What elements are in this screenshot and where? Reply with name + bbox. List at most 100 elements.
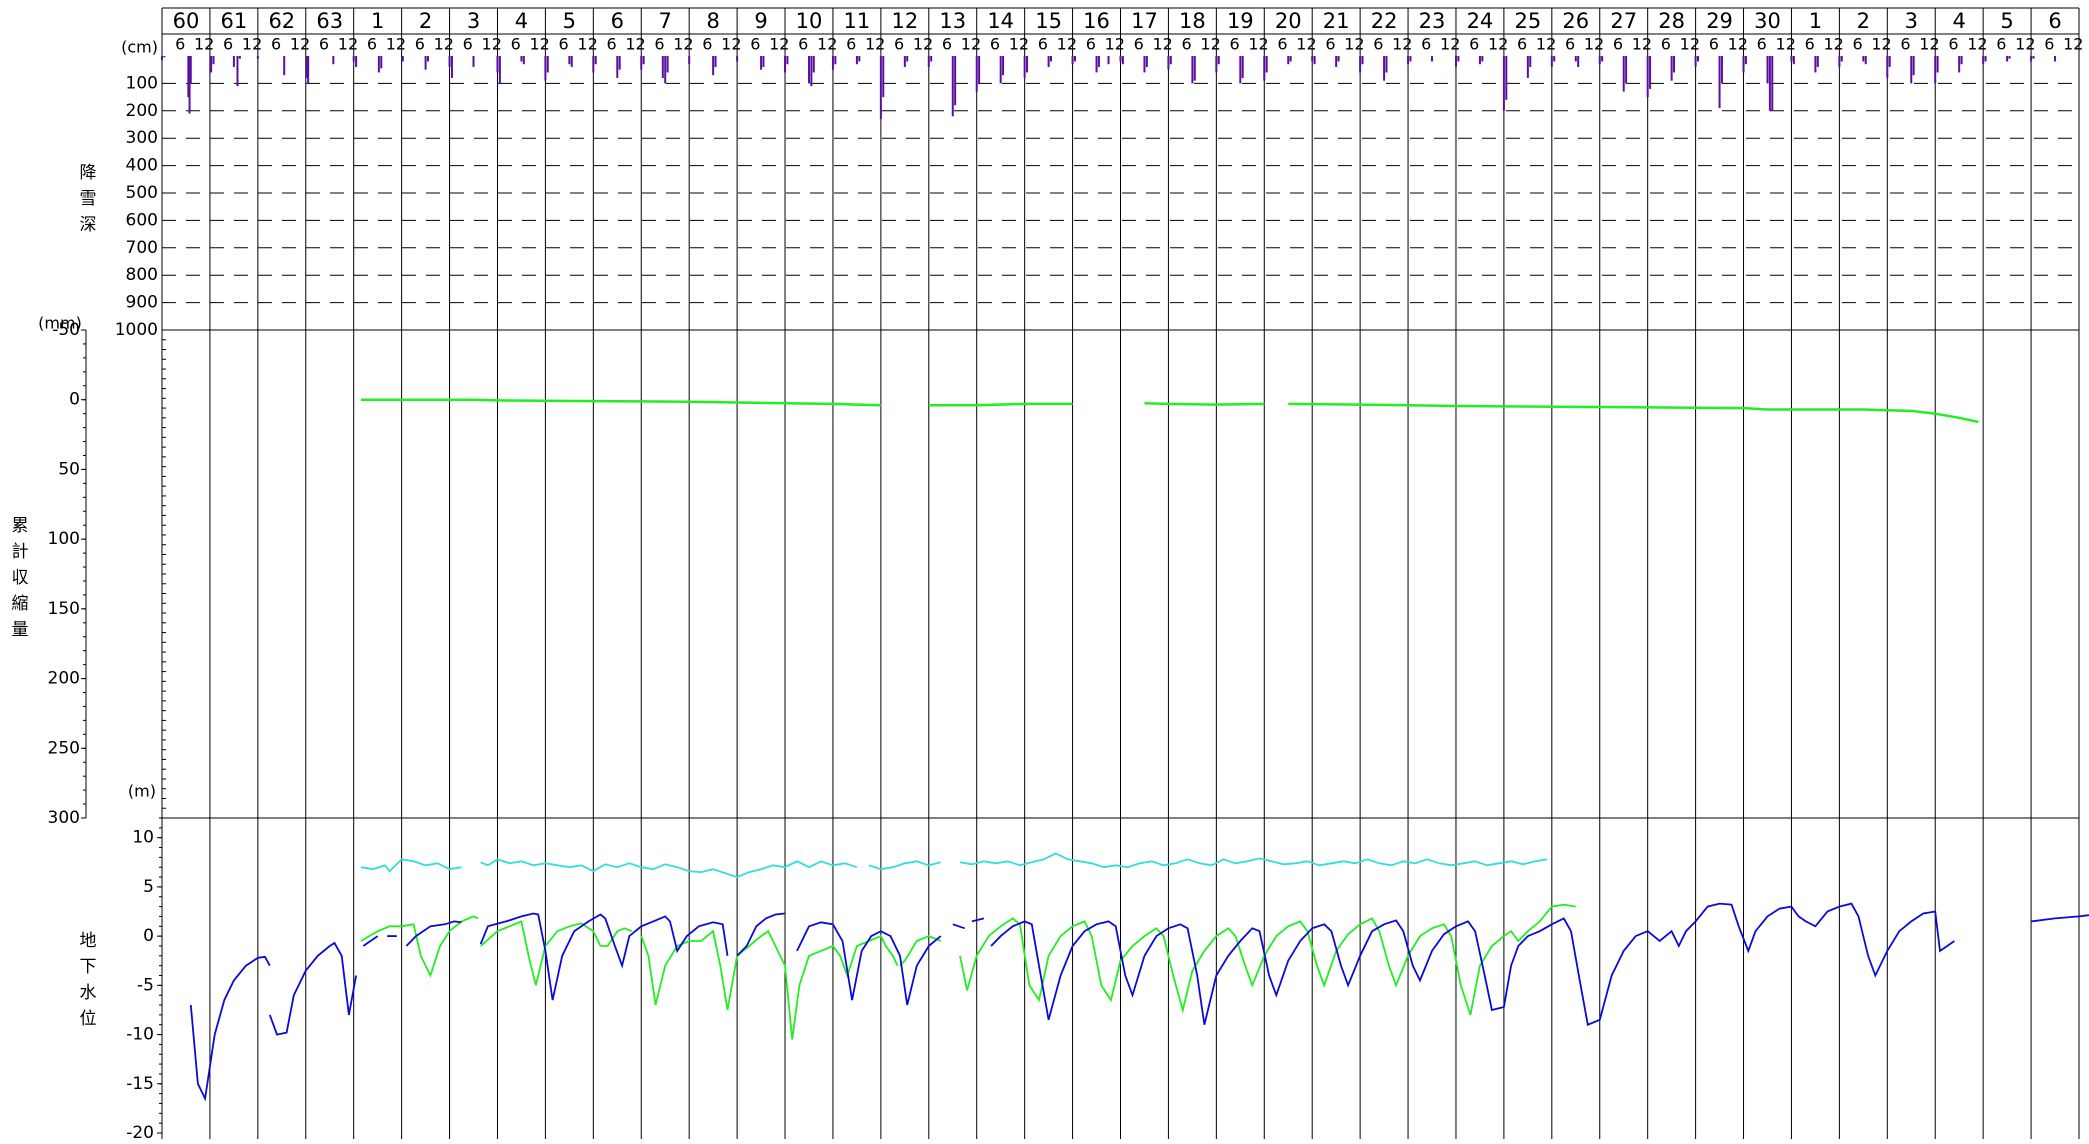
hour-tick-label: 12 bbox=[1488, 35, 1508, 54]
day-header-label: 4 bbox=[515, 9, 528, 33]
hour-tick-label: 12 bbox=[1536, 35, 1556, 54]
hour-tick-label: 6 bbox=[559, 35, 569, 54]
hour-tick-label: 12 bbox=[290, 35, 310, 54]
hour-tick-label: 12 bbox=[625, 35, 645, 54]
hour-tick-label: 12 bbox=[1776, 35, 1796, 54]
groundwater-tick-label: -15 bbox=[126, 1074, 154, 1094]
hour-tick-label: 6 bbox=[1565, 35, 1575, 54]
groundwater-tick-label: -5 bbox=[137, 975, 154, 995]
hour-tick-label: 6 bbox=[511, 35, 521, 54]
shrink-tick-label: -50 bbox=[52, 320, 80, 340]
hour-tick-label: 12 bbox=[1871, 35, 1891, 54]
snow-tick-label: 600 bbox=[126, 210, 158, 230]
hour-tick-label: 12 bbox=[1392, 35, 1412, 54]
hour-tick-label: 6 bbox=[1996, 35, 2006, 54]
day-header-label: 16 bbox=[1083, 9, 1110, 33]
shrink-tick-label: 150 bbox=[48, 599, 80, 619]
groundwater-series-blue bbox=[479, 912, 729, 1001]
day-header-label: 27 bbox=[1610, 9, 1637, 33]
snow-tick-label: 200 bbox=[126, 101, 158, 121]
day-header-label: 21 bbox=[1323, 9, 1350, 33]
hour-tick-label: 12 bbox=[386, 35, 406, 54]
shrink-tick-label: 200 bbox=[48, 669, 80, 689]
day-header-label: 11 bbox=[844, 9, 871, 33]
shrink-right-top-label: 1000 bbox=[115, 320, 158, 340]
hour-tick-label: 6 bbox=[1852, 35, 1862, 54]
snow-tick-label: 400 bbox=[126, 156, 158, 176]
snow-tick-label: 800 bbox=[126, 265, 158, 285]
day-header-label: 29 bbox=[1706, 9, 1733, 33]
hour-tick-label: 12 bbox=[577, 35, 597, 54]
snow-ylabel-char: 雪 bbox=[79, 189, 97, 209]
groundwater-ylabel-char: 下 bbox=[79, 957, 97, 977]
hour-tick-label: 12 bbox=[434, 35, 454, 54]
groundwater-series-cyan bbox=[480, 858, 858, 879]
hour-tick-label: 6 bbox=[1421, 35, 1431, 54]
shrink-tick-label: 100 bbox=[48, 529, 80, 549]
hour-tick-label: 6 bbox=[319, 35, 329, 54]
groundwater-tick-label: -20 bbox=[126, 1123, 154, 1139]
hour-tick-label: 6 bbox=[846, 35, 856, 54]
snow-tick-label: 700 bbox=[126, 238, 158, 258]
snow-tick-label: 100 bbox=[126, 73, 158, 93]
shrink-bottom-unit-label: (m) bbox=[128, 782, 156, 801]
groundwater-tick-label: 0 bbox=[143, 926, 154, 946]
hour-tick-label: 12 bbox=[817, 35, 837, 54]
groundwater-ylabel-char: 水 bbox=[79, 983, 97, 1003]
hour-tick-label: 12 bbox=[865, 35, 885, 54]
groundwater-ylabel: 地 下 水 位 bbox=[73, 928, 103, 1032]
hour-tick-label: 6 bbox=[894, 35, 904, 54]
shrink-series-green bbox=[928, 402, 1073, 407]
hour-tick-label: 12 bbox=[1248, 35, 1268, 54]
day-header-label: 23 bbox=[1419, 9, 1446, 33]
hour-tick-label: 6 bbox=[990, 35, 1000, 54]
snow-tick-label: 300 bbox=[126, 128, 158, 148]
shrink-ylabel-char: 量 bbox=[11, 620, 29, 640]
day-header-label: 6 bbox=[611, 9, 624, 33]
hour-tick-label: 12 bbox=[1344, 35, 1364, 54]
groundwater-series-blue bbox=[736, 912, 786, 957]
hour-tick-label: 6 bbox=[1182, 35, 1192, 54]
shrink-series-green bbox=[360, 398, 881, 407]
groundwater-series-blue bbox=[990, 902, 1955, 1026]
hour-tick-label: 12 bbox=[1440, 35, 1460, 54]
shrink-series-green bbox=[1743, 406, 1979, 424]
hour-tick-label: 12 bbox=[2063, 35, 2083, 54]
shrink-ylabel-char: 累 bbox=[11, 516, 29, 536]
hour-tick-label: 12 bbox=[1152, 35, 1172, 54]
snow-ylabel-char: 深 bbox=[79, 215, 97, 235]
hour-tick-label: 6 bbox=[1469, 35, 1479, 54]
hour-tick-label: 12 bbox=[1823, 35, 1843, 54]
day-header-label: 6 bbox=[2048, 9, 2061, 33]
day-header-label: 3 bbox=[1905, 9, 1918, 33]
groundwater-series-green bbox=[899, 935, 942, 967]
day-header-label: 24 bbox=[1467, 9, 1494, 33]
groundwater-series-cyan bbox=[959, 852, 1548, 869]
shrink-series-green bbox=[1288, 402, 1744, 410]
snow-ylabel: 降 雪 深 bbox=[73, 160, 103, 238]
day-header-label: 8 bbox=[706, 9, 719, 33]
hour-tick-label: 12 bbox=[2015, 35, 2035, 54]
hour-tick-label: 6 bbox=[798, 35, 808, 54]
shrink-series-green bbox=[1144, 401, 1265, 406]
groundwater-ylabel-char: 位 bbox=[79, 1009, 97, 1029]
snow-tick-label: 900 bbox=[126, 293, 158, 313]
groundwater-series-cyan bbox=[868, 860, 942, 871]
hour-tick-label: 6 bbox=[1229, 35, 1239, 54]
shrink-unit-label: (mm) bbox=[38, 314, 82, 333]
hour-tick-label: 6 bbox=[1709, 35, 1719, 54]
hour-tick-label: 12 bbox=[1632, 35, 1652, 54]
groundwater-series-blue bbox=[189, 955, 271, 1102]
hour-tick-label: 6 bbox=[654, 35, 664, 54]
hour-tick-label: 6 bbox=[463, 35, 473, 54]
hour-tick-label: 6 bbox=[1373, 35, 1383, 54]
groundwater-series-blue bbox=[971, 917, 985, 923]
day-header-label: 3 bbox=[467, 9, 480, 33]
shrink-tick-label: 0 bbox=[69, 390, 80, 410]
hour-tick-label: 6 bbox=[1613, 35, 1623, 54]
hour-tick-label: 12 bbox=[338, 35, 358, 54]
day-header-label: 12 bbox=[891, 9, 918, 33]
hour-tick-label: 6 bbox=[1517, 35, 1527, 54]
shrink-ylabel-char: 計 bbox=[11, 542, 29, 562]
groundwater-series-green bbox=[868, 934, 899, 967]
